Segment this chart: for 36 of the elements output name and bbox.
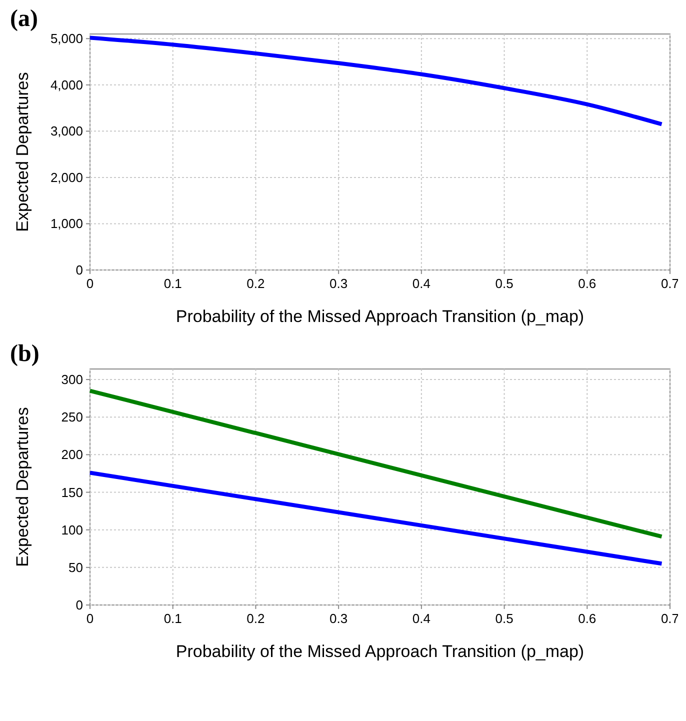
y-tick-label: 5,000 bbox=[50, 31, 83, 46]
x-tick-label: 0.3 bbox=[330, 611, 348, 626]
y-tick-label: 200 bbox=[61, 447, 83, 462]
x-tick-label: 0.7 bbox=[660, 276, 680, 291]
x-tick-label: 0.5 bbox=[495, 611, 514, 626]
y-tick-label: 50 bbox=[68, 560, 83, 575]
x-tick-label: 0.4 bbox=[412, 611, 430, 626]
y-tick-label: 3,000 bbox=[50, 124, 83, 139]
x-axis-title: Probability of the Missed Approach Transition (p_map) bbox=[176, 307, 584, 326]
y-tick-label: 0 bbox=[76, 262, 83, 278]
x-tick-label: 0.1 bbox=[164, 611, 182, 626]
x-tick-label: 0.1 bbox=[164, 276, 182, 291]
y-tick-label: 1,000 bbox=[50, 216, 83, 232]
x-tick-label: 0 bbox=[86, 276, 94, 291]
x-tick-label: 0.4 bbox=[412, 276, 430, 291]
y-tick-label: 250 bbox=[61, 410, 83, 425]
x-tick-label: 0.7 bbox=[660, 611, 680, 626]
x-tick-label: 0.6 bbox=[578, 611, 596, 626]
x-tick-label: 0 bbox=[86, 611, 94, 626]
chart-title: (a) bbox=[10, 6, 38, 32]
y-axis-title: Expected Departures bbox=[13, 72, 32, 232]
y-tick-label: 100 bbox=[61, 522, 83, 538]
y-tick-label: 2,000 bbox=[50, 170, 83, 185]
x-axis-title: Probability of the Missed Approach Transition (p_map) bbox=[176, 642, 584, 661]
y-tick-label: 0 bbox=[76, 598, 83, 612]
x-tick-label: 0.3 bbox=[330, 276, 348, 291]
y-tick-label: 150 bbox=[61, 484, 83, 500]
x-tick-label: 0.5 bbox=[495, 276, 514, 291]
x-tick-label: 0.2 bbox=[246, 276, 265, 291]
chart-title: (b) bbox=[10, 341, 40, 367]
x-tick-label: 0.2 bbox=[246, 611, 265, 626]
line-series bbox=[88, 36, 664, 126]
x-tick-label: 0.6 bbox=[578, 276, 596, 291]
y-tick-label: 300 bbox=[61, 372, 83, 388]
y-axis-title: Expected Departures bbox=[13, 407, 32, 567]
y-tick-label: 4,000 bbox=[50, 77, 83, 92]
